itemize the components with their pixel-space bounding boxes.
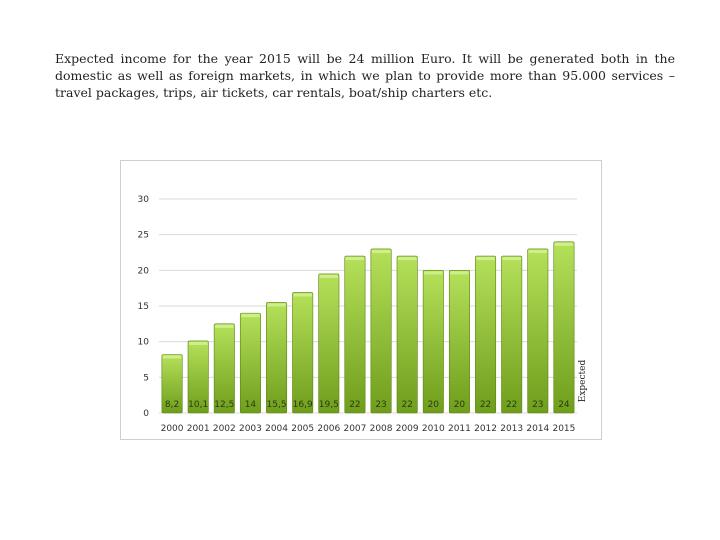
- x-tick-label: 2015: [552, 424, 575, 434]
- bar: [292, 292, 314, 414]
- x-tick-label: 2012: [474, 424, 497, 434]
- x-tick-label: 2002: [213, 424, 236, 434]
- bar-highlight: [319, 274, 339, 278]
- x-tick-label: 2010: [422, 424, 445, 434]
- y-tick-label: 30: [138, 195, 150, 205]
- bar: [318, 273, 340, 414]
- x-tick-label: 2006: [317, 424, 340, 434]
- data-label: 14: [245, 400, 257, 410]
- data-label: 19,5: [319, 400, 339, 410]
- y-axis-ticks: 0 5 10 15 20 25 30: [138, 195, 150, 419]
- bar: [553, 241, 575, 414]
- data-label: 23: [532, 400, 543, 410]
- bars: [161, 241, 575, 414]
- x-tick-label: 2008: [370, 424, 393, 434]
- bar-highlight: [450, 271, 469, 275]
- bar: [501, 255, 523, 414]
- bar: [527, 248, 549, 414]
- bar-highlight: [554, 242, 574, 246]
- data-label: 10,1: [188, 400, 208, 410]
- bar-highlight: [162, 355, 182, 359]
- bar: [396, 255, 418, 414]
- y-tick-label: 15: [138, 302, 149, 312]
- x-tick-label: 2013: [500, 424, 523, 434]
- x-tick-label: 2000: [161, 424, 184, 434]
- chart-frame: 0 5 10 15 20 25 30 8,2 10,1 12,5 14 15,5 16,9 19,5 22…: [120, 160, 602, 440]
- x-tick-label: 2004: [265, 424, 288, 434]
- data-label: 22: [480, 400, 491, 410]
- bar: [239, 312, 261, 414]
- bar-highlight: [188, 341, 208, 345]
- bar: [448, 270, 470, 414]
- bar-highlight: [241, 314, 260, 318]
- data-label: 23: [375, 400, 386, 410]
- bar: [344, 255, 366, 414]
- data-label: 22: [506, 400, 517, 410]
- bar-highlight: [371, 249, 391, 253]
- x-tick-label: 2007: [343, 424, 366, 434]
- bar-highlight: [345, 257, 365, 261]
- intro-paragraph: Expected income for the year 2015 will b…: [55, 51, 675, 100]
- x-axis-ticks: 2000 2001 2002 2003 2004 2005 2006 2007 2008 2009…: [161, 424, 576, 434]
- y-tick-label: 0: [143, 409, 149, 419]
- bar: [213, 323, 235, 414]
- data-label: 12,5: [214, 400, 234, 410]
- x-tick-label: 2014: [526, 424, 549, 434]
- x-tick-label: 2001: [187, 424, 210, 434]
- data-label: 20: [428, 400, 440, 410]
- bar: [422, 270, 444, 414]
- data-label: 24: [558, 400, 570, 410]
- x-tick-label: 2009: [396, 424, 419, 434]
- x-tick-label: 2003: [239, 424, 262, 434]
- bar-highlight: [267, 303, 286, 307]
- y-tick-label: 5: [143, 373, 149, 383]
- bar: [187, 340, 209, 414]
- bar: [475, 255, 497, 414]
- bar-highlight: [476, 257, 495, 261]
- bar-highlight: [528, 249, 548, 253]
- bar-highlight: [502, 257, 521, 261]
- bar-highlight: [397, 257, 417, 261]
- data-label: 16,9: [293, 400, 313, 410]
- income-bar-chart: 0 5 10 15 20 25 30 8,2 10,1 12,5 14 15,5 16,9 19,5 22…: [138, 195, 588, 434]
- data-label: 15,5: [267, 400, 287, 410]
- y-tick-label: 10: [138, 338, 150, 348]
- x-tick-label: 2011: [448, 424, 471, 434]
- y-tick-label: 25: [138, 231, 149, 241]
- data-label: 22: [349, 400, 360, 410]
- bar: [161, 354, 183, 414]
- bar: [266, 302, 288, 414]
- data-labels: 8,2 10,1 12,5 14 15,5 16,9 19,5 22 23 22 20 20 22 22 2…: [165, 400, 570, 410]
- data-label: 20: [454, 400, 466, 410]
- bar-highlight: [293, 293, 312, 297]
- y-tick-label: 20: [138, 266, 150, 276]
- data-label: 8,2: [165, 400, 179, 410]
- bar: [370, 248, 392, 414]
- bar-highlight: [424, 271, 443, 275]
- expected-annotation: Expected: [578, 360, 588, 403]
- x-tick-label: 2005: [291, 424, 314, 434]
- bar-highlight: [215, 324, 234, 328]
- data-label: 22: [401, 400, 412, 410]
